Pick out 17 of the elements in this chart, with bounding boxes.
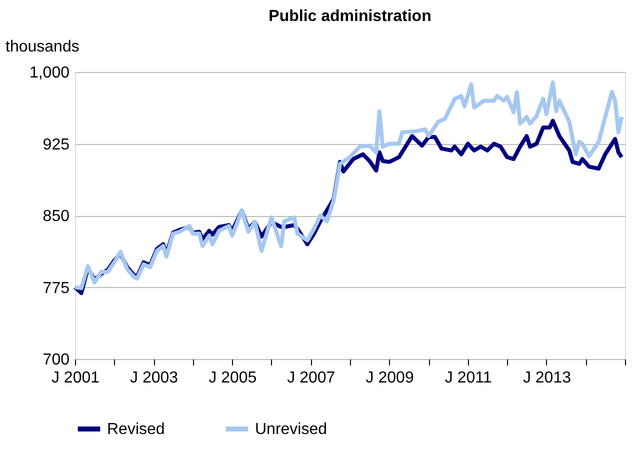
chart-title: Public administration	[268, 8, 432, 25]
line-series	[73, 80, 624, 290]
x-tick-label: J 2013	[522, 370, 572, 386]
x-tick-label: J 2003	[130, 370, 178, 386]
legend-label: Unrevised	[255, 421, 328, 438]
y-tick-label: 775	[42, 280, 70, 297]
x-tick-label: J 2011	[444, 370, 492, 386]
y-tick-label: 700	[42, 352, 70, 368]
y-tick-label: 1,000	[29, 64, 70, 82]
x-tick-label: J 2001	[51, 370, 100, 386]
y-axis-title: thousands	[6, 38, 80, 56]
x-tick-label: J 2007	[287, 370, 336, 386]
x-tick-label: J 2005	[208, 370, 257, 386]
y-tick-label: 925	[42, 136, 70, 154]
legend-label: Revised	[107, 421, 165, 438]
y-tick-label: 850	[42, 208, 70, 225]
x-tick-label: J 2009	[366, 370, 414, 386]
